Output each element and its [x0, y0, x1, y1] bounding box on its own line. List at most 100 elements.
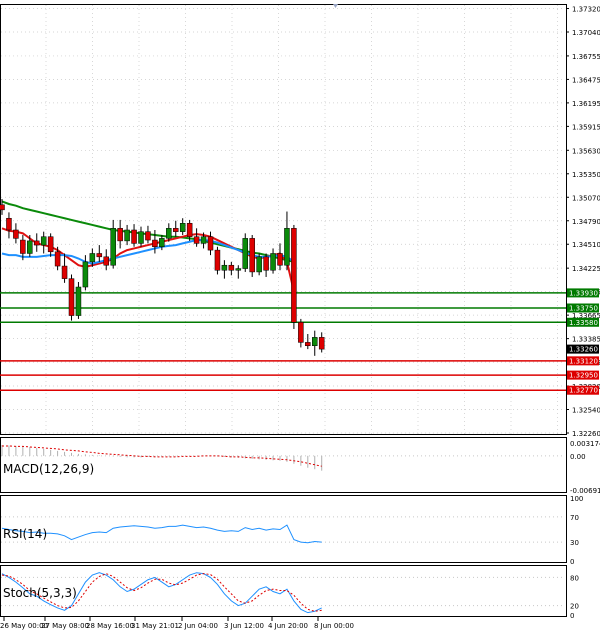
rsi-line	[1, 524, 322, 544]
candle	[221, 260, 228, 279]
candle-body	[263, 256, 269, 271]
candle	[179, 218, 186, 236]
candle	[186, 219, 193, 241]
candle-body	[193, 236, 200, 244]
candle-body	[186, 223, 193, 237]
current-price-tag	[567, 344, 599, 354]
candle	[13, 223, 19, 244]
candle-body	[75, 286, 82, 316]
candle	[277, 243, 283, 271]
candle	[173, 220, 179, 237]
candle-body	[200, 236, 207, 244]
candle-body	[298, 322, 304, 343]
candle-body	[47, 236, 54, 253]
candle	[124, 224, 130, 246]
candle	[270, 248, 276, 274]
candle	[27, 235, 33, 257]
level-tag-label: 1.33120	[569, 357, 598, 365]
candle-body	[249, 238, 255, 273]
candle-body	[40, 236, 47, 246]
candle	[47, 233, 54, 257]
candle	[305, 334, 311, 350]
candle	[166, 223, 172, 242]
level-tag-label: 1.33580	[569, 319, 598, 327]
candle-body	[13, 229, 19, 239]
price-tick-label: 1.34510	[572, 241, 600, 249]
level-tag-label: 1.32770	[569, 387, 598, 395]
candle-body	[284, 228, 290, 266]
level-tag-label: 1.32950	[569, 372, 598, 380]
candle-body	[27, 240, 33, 254]
candle	[207, 231, 214, 256]
rsi-tick-label: 70	[570, 514, 579, 522]
candle-body	[179, 223, 186, 232]
rsi-panel[interactable]: RSI(14)	[0, 495, 567, 563]
candle-body	[124, 229, 130, 242]
candle-body	[96, 253, 103, 258]
candle-body	[228, 264, 235, 271]
rsi-label: RSI(14)	[3, 527, 47, 541]
candle-body	[207, 236, 214, 251]
price-tick-label: 1.37320	[572, 6, 600, 14]
candle	[291, 224, 297, 329]
stochastic-panel[interactable]: Stoch(5,3,3)	[0, 565, 567, 617]
candle	[61, 253, 68, 283]
macd-signal-line	[2, 445, 322, 467]
price-tick-label: 1.33385	[572, 336, 600, 344]
macd-tick-label: 0.003174	[570, 440, 600, 448]
time-tick-label: 3 Jun 12:00	[224, 622, 264, 630]
time-tick-label: 4 Jun 20:00	[268, 622, 308, 630]
level-tag	[567, 385, 599, 395]
candle-body	[270, 253, 276, 271]
stochastic-label: Stoch(5,3,3)	[3, 586, 77, 600]
price-tick-label: 1.36475	[572, 76, 600, 84]
price-tick-label: 1.35915	[572, 123, 600, 131]
candle	[152, 229, 158, 254]
candle	[6, 212, 12, 239]
candle	[89, 248, 96, 267]
candle	[312, 330, 318, 356]
shift-marker-icon[interactable]	[333, 4, 338, 8]
stoch-tick-label: 0	[570, 612, 574, 620]
macd-panel[interactable]: MACD(12,26,9)	[0, 437, 567, 493]
price-tick-label: 1.36195	[572, 100, 600, 108]
candle	[228, 261, 235, 276]
macd-tick-label: 0.00	[570, 453, 586, 461]
level-tag	[567, 370, 599, 380]
candle-body	[256, 256, 262, 273]
candle-body	[214, 249, 221, 271]
price-tick-label: 1.33665	[572, 312, 600, 320]
candle-body	[277, 253, 283, 266]
candle-body	[318, 337, 325, 350]
price-tick-label: 1.34790	[572, 218, 600, 226]
candle-body	[54, 251, 61, 267]
candle-body	[173, 228, 179, 232]
candle	[193, 228, 200, 247]
stochastic-axis: 80 200	[570, 574, 579, 620]
time-tick-label: 8 Jun 00:00	[314, 622, 354, 630]
time-tick-label: 31 May 21:01	[131, 622, 179, 630]
level-tag	[567, 317, 599, 327]
candle-body	[152, 239, 158, 248]
candle	[214, 246, 221, 275]
candle	[298, 318, 304, 348]
candle	[318, 332, 325, 353]
time-tick-label: 28 May 16:00	[86, 622, 134, 630]
candle-body	[235, 268, 242, 271]
time-tick-label: 2 Jun 04:00	[178, 622, 218, 630]
price-tick-label: 1.34225	[572, 265, 600, 273]
candle-body	[138, 231, 144, 244]
rsi-tick-label: 0	[570, 558, 574, 566]
candle-body	[291, 228, 297, 323]
time-tick-label: 27 May 08:00	[41, 622, 89, 630]
current-price-label: 1.33260	[569, 346, 598, 354]
price-panel[interactable]	[0, 4, 567, 435]
candle	[200, 232, 207, 249]
rsi-tick-label: 100	[570, 495, 583, 503]
candle	[0, 198, 5, 215]
candle-body	[89, 253, 96, 263]
rsi-tick-label: 30	[570, 539, 579, 547]
candle	[284, 211, 290, 271]
candle-body	[242, 238, 248, 269]
